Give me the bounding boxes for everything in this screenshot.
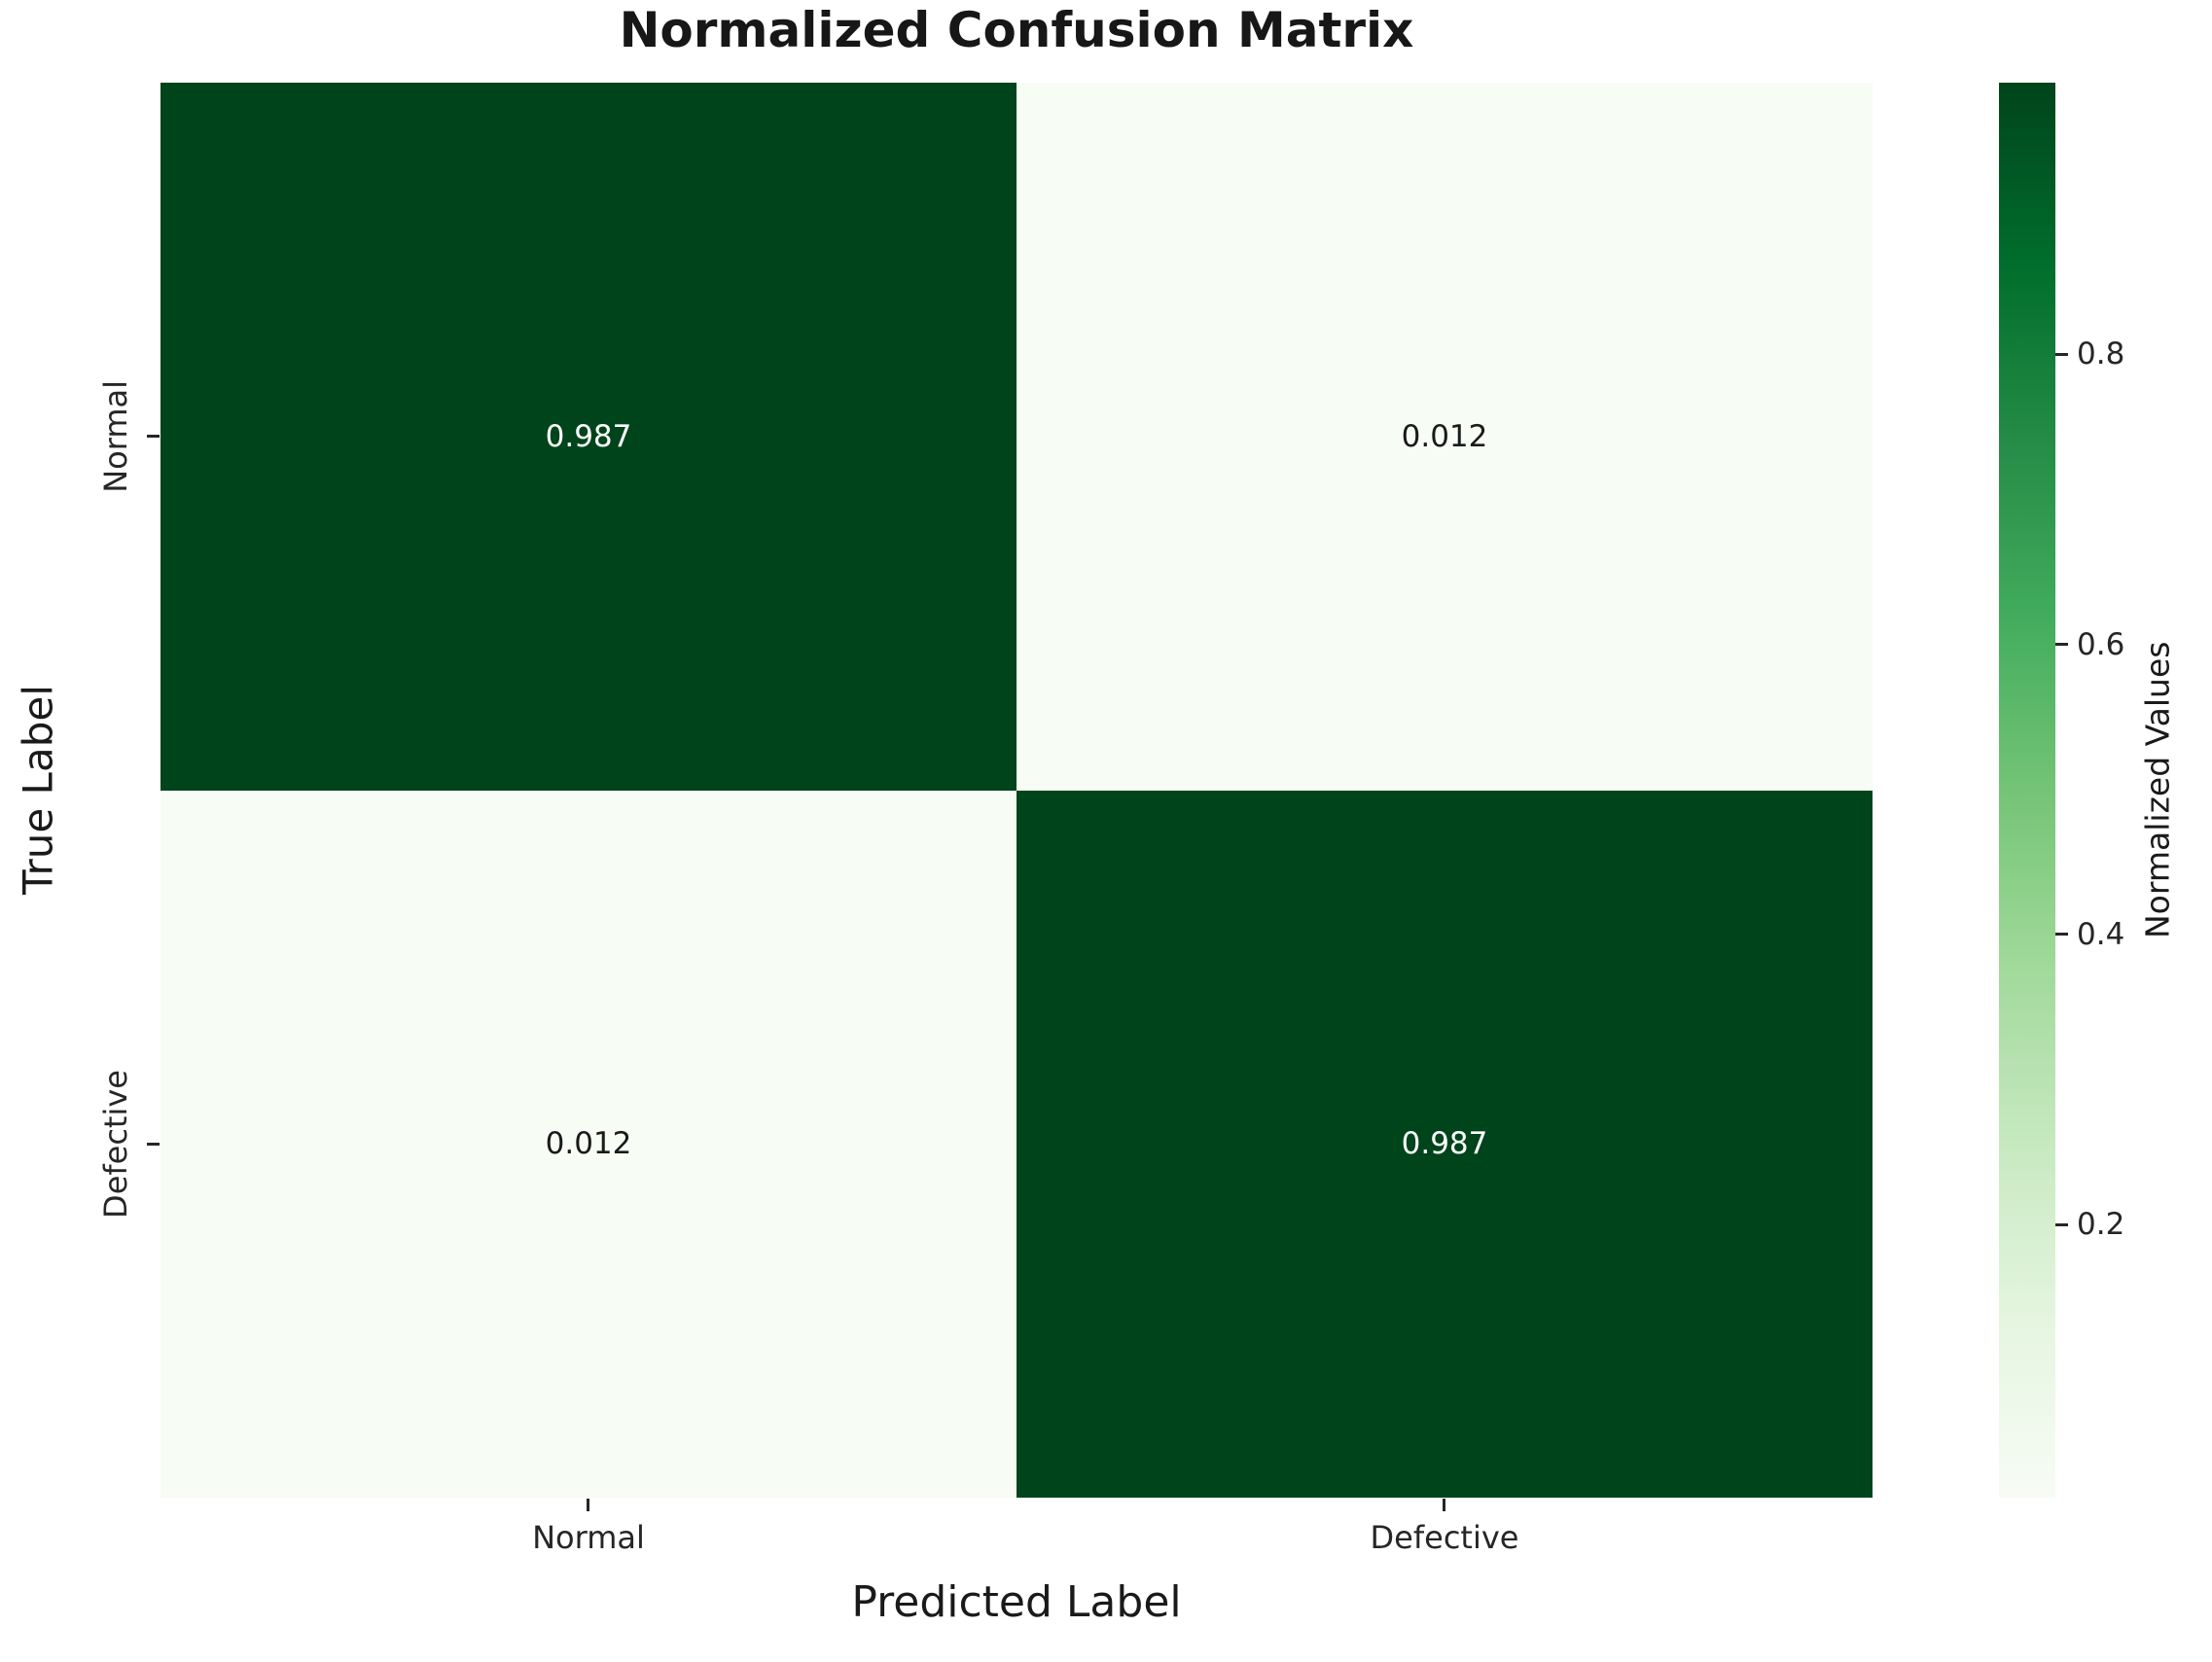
cell-value: 0.012	[545, 1126, 632, 1162]
colorbar-tick-label: 0.4	[2077, 916, 2125, 952]
y-tick-label-normal: Normal	[93, 223, 138, 651]
colorbar-tick-mark	[2055, 933, 2068, 937]
colorbar-tick: 0.8	[2055, 336, 2124, 371]
y-tick-mark	[147, 435, 160, 438]
heatmap-cell-true-defective-pred-defective: 0.987	[1017, 790, 1873, 1498]
y-tick-mark	[147, 1143, 160, 1146]
colorbar-tick-label: 0.8	[2077, 336, 2125, 372]
y-tick-label-normal-text: Normal	[97, 380, 134, 493]
x-tick-mark	[1443, 1499, 1445, 1511]
cell-value: 0.012	[1401, 418, 1488, 454]
heatmap-cell-true-normal-pred-normal: 0.987	[161, 83, 1017, 791]
chart-title: Normalized Confusion Matrix	[619, 2, 1414, 58]
heatmap-cell-true-normal-pred-defective: 0.012	[1017, 83, 1873, 791]
cell-value: 0.987	[545, 418, 632, 454]
heatmap-grid: 0.987 0.012 0.012 0.987	[161, 83, 1873, 1498]
colorbar-tick-mark	[2055, 643, 2068, 647]
y-axis-label: True Label	[14, 685, 62, 896]
colorbar-tick-mark	[2055, 1222, 2068, 1226]
y-tick-label-defective-text: Defective	[97, 1069, 134, 1219]
colorbar-label: Normalized Values	[2138, 641, 2177, 939]
colorbar-tick-label: 0.2	[2077, 1207, 2125, 1243]
colorbar-tick: 0.4	[2055, 917, 2124, 952]
colorbar-tick: 0.6	[2055, 627, 2124, 662]
x-tick-label-defective: Defective	[1370, 1519, 1519, 1556]
y-tick-label-defective: Defective	[93, 930, 138, 1358]
colorbar-gradient	[1999, 83, 2055, 1498]
heatmap-cell-true-defective-pred-normal: 0.012	[161, 790, 1017, 1498]
colorbar-tick: 0.2	[2055, 1207, 2124, 1242]
x-axis-label: Predicted Label	[851, 1577, 1182, 1627]
x-tick-label-normal: Normal	[532, 1519, 645, 1556]
x-tick-mark	[587, 1499, 589, 1511]
colorbar-tick-mark	[2055, 352, 2068, 356]
cell-value: 0.987	[1401, 1126, 1488, 1162]
colorbar-tick-label: 0.6	[2077, 626, 2125, 662]
